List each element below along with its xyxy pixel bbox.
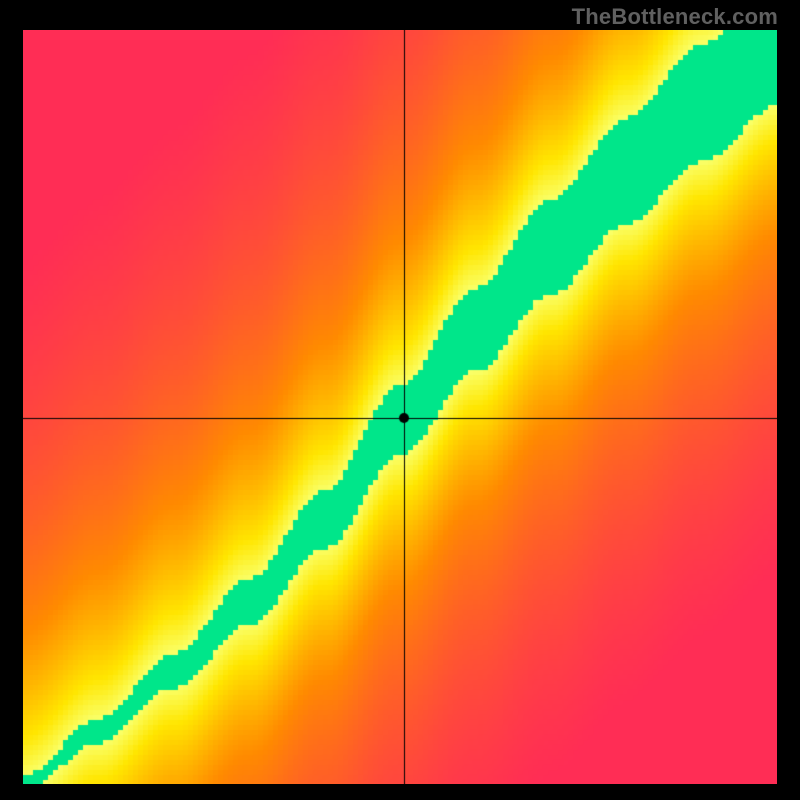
watermark-text: TheBottleneck.com [572,4,778,30]
heatmap-canvas [23,30,777,784]
plot-area [23,30,777,784]
chart-container: TheBottleneck.com [0,0,800,800]
